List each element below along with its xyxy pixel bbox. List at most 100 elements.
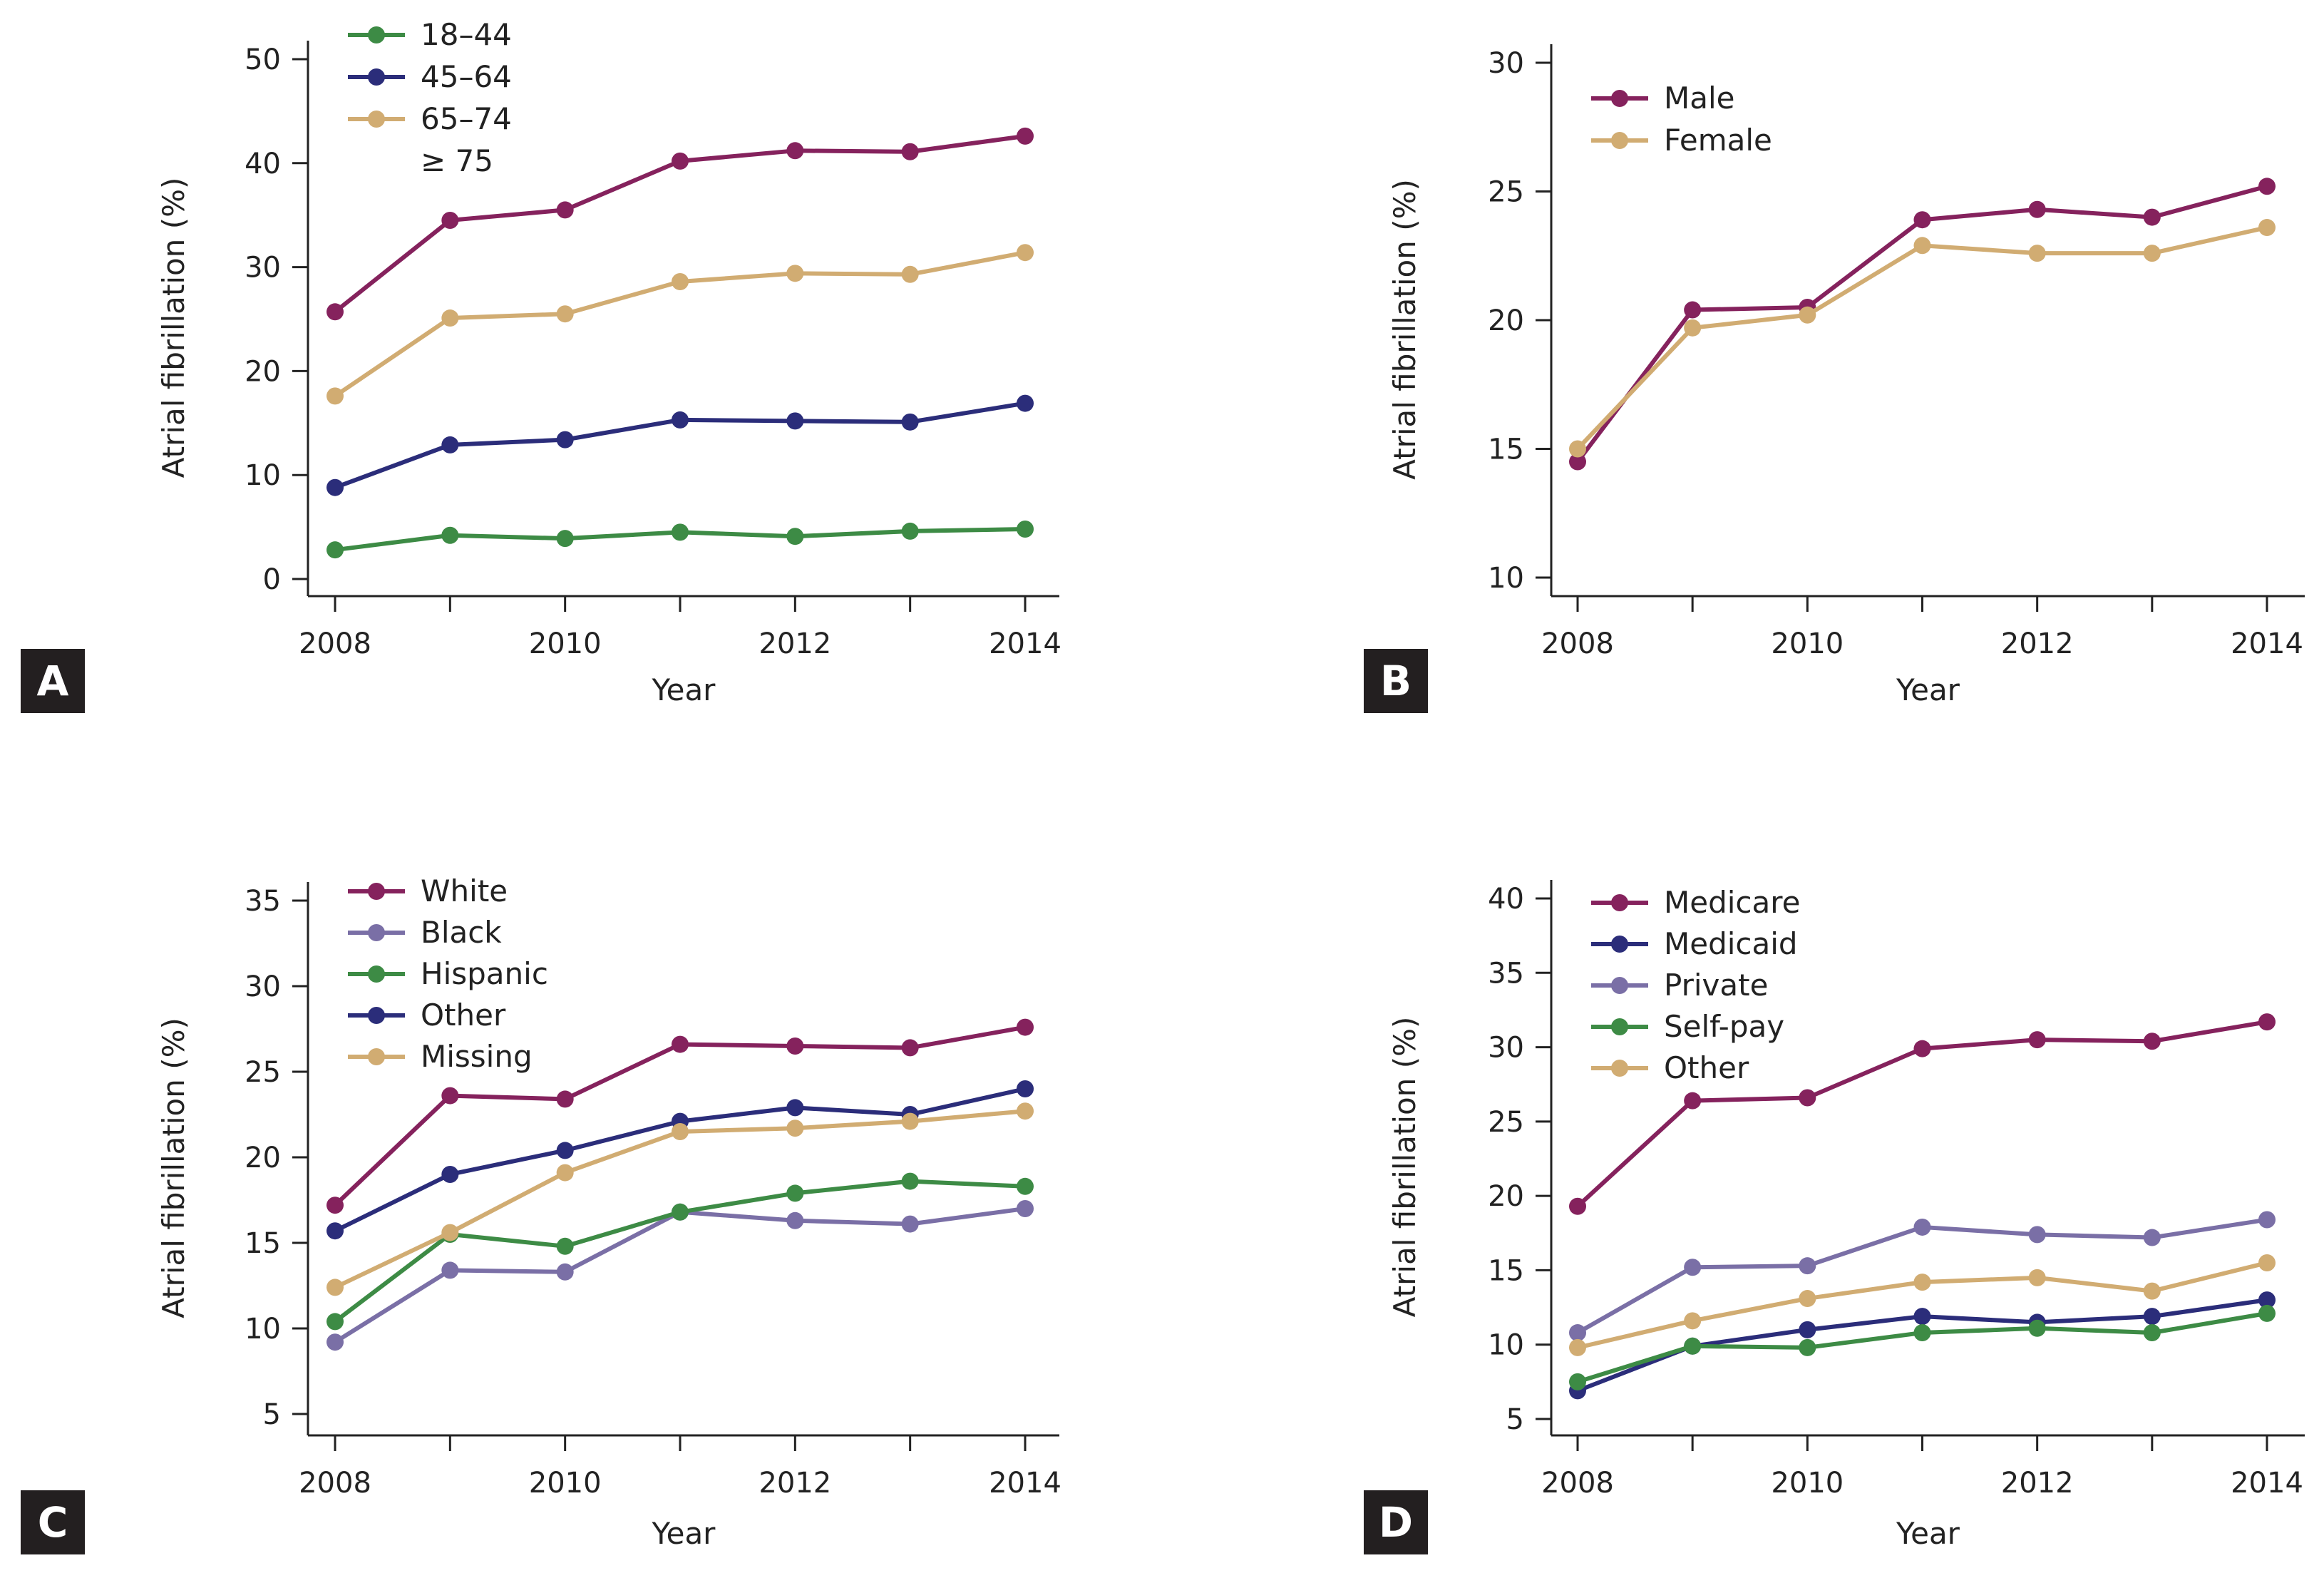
panel-c-legend-white-label: White — [421, 873, 508, 908]
panel-c-x-tick-label: 2008 — [299, 1467, 371, 1500]
panel-b-legend-female-marker — [1611, 132, 1628, 149]
panel-d-series-medicare-point — [1684, 1092, 1702, 1110]
panel-d-x-tick-label: 2014 — [2231, 1467, 2303, 1500]
panel-a-series-18-44-point — [672, 523, 689, 541]
panel-d-legend-medicare-marker — [1611, 894, 1628, 911]
panel-a-series-18-44-point — [441, 526, 459, 544]
panel-a-series-65-74-point — [786, 265, 804, 282]
panel-d-series-other-point — [2258, 1254, 2276, 1271]
panel-d-series-other-point — [1913, 1274, 1931, 1291]
panel-c-y-tick-label: 35 — [245, 885, 281, 918]
panel-a-series-45-64-point — [786, 412, 804, 430]
panel-c-x-axis-title: Year — [652, 1516, 716, 1551]
panel-c-legend-other-marker — [368, 1007, 385, 1024]
panel-a-x-tick-label: 2010 — [529, 627, 602, 660]
panel-d-series-other-point — [2143, 1282, 2161, 1300]
panel-a-y-tick-label: 20 — [245, 355, 281, 388]
panel-d-series-medicare-point — [1799, 1089, 1816, 1107]
panel-b-y-tick-label: 15 — [1488, 434, 1524, 466]
panel-c-y-tick-label: 25 — [245, 1056, 281, 1089]
panel-d-y-tick-label: 20 — [1488, 1180, 1524, 1213]
panel-a-series-65-74-point — [327, 387, 344, 405]
panel-a-series-45-64-point — [441, 436, 459, 454]
panel-c-legend-hispanic-label: Hispanic — [421, 956, 548, 991]
panel-d-series-medicare-point — [1569, 1197, 1586, 1215]
panel-a-series-18-44-point — [556, 530, 574, 548]
panel-b-series-female-line — [1575, 225, 2268, 451]
panel-a-series-45-64-point — [327, 478, 344, 496]
panel-c-series-black-point — [1017, 1200, 1034, 1217]
panel-b-y-tick-label: 10 — [1488, 562, 1524, 595]
panel-label-b: B — [1364, 649, 1428, 713]
panel-b-x-tick-label: 2008 — [1541, 627, 1614, 660]
panel-d-series-private-point — [2258, 1211, 2276, 1229]
panel-c-series-other-point — [786, 1099, 804, 1117]
panel-c-y-tick-label: 15 — [245, 1227, 281, 1260]
panel-a-series-18-44-point — [327, 541, 344, 559]
panel-d-series-medicaid-point — [1799, 1321, 1816, 1338]
panel-c-x-tick-label: 2010 — [529, 1467, 602, 1500]
panel-d-series-self-pay-point — [1799, 1338, 1816, 1356]
panel-a-legend-45-64-marker — [368, 68, 385, 86]
panel-a-legend-45-64-label: 45–64 — [421, 59, 512, 94]
panel-b-x-tick-label: 2012 — [2001, 627, 2074, 660]
panel-a-series-75-point — [901, 143, 919, 160]
panel-c-series-hispanic-line — [334, 1179, 1026, 1323]
panel-label-d: D — [1364, 1490, 1428, 1554]
panel-d-series-medicare-point — [2258, 1013, 2276, 1031]
panel-c-y-tick-label: 30 — [245, 970, 281, 1003]
panel-a-series-75-point — [556, 201, 574, 219]
panel-d-legend-self-pay-label: Self-pay — [1664, 1009, 1784, 1044]
panel-c-series-missing-point — [556, 1164, 574, 1182]
panel-d-legend-other-marker — [1611, 1060, 1628, 1077]
panel-d-series-private-point — [2143, 1229, 2161, 1246]
panel-d-series-medicare-point — [2143, 1033, 2161, 1050]
panel-d-x-tick-label: 2012 — [2001, 1467, 2074, 1500]
panel-d-y-tick-label: 15 — [1488, 1254, 1524, 1287]
panel-c-series-missing-point — [441, 1224, 459, 1241]
panel-c-series-hispanic-point — [672, 1203, 689, 1221]
panel-b-legend-male-marker — [1611, 90, 1628, 107]
panel-a-series-75-point — [327, 303, 344, 321]
panel-c-legend-black-label: Black — [421, 915, 502, 950]
panel-c-legend-missing-label: Missing — [421, 1039, 533, 1074]
panel-a-x-tick-label: 2014 — [989, 627, 1061, 660]
panel-d-y-tick-label: 40 — [1488, 883, 1524, 916]
panel-b-x-tick-label: 2010 — [1771, 627, 1844, 660]
panel-d-y-axis-title: Atrial fibrillation (%) — [1387, 1017, 1422, 1318]
panel-c-series-other-point — [441, 1166, 459, 1183]
panel-c-series-missing-point — [901, 1112, 919, 1130]
panel-d-series-self-pay-point — [2258, 1304, 2276, 1322]
panel-a-y-tick-label: 10 — [245, 459, 281, 492]
panel-a-series-65-74-point — [901, 265, 919, 283]
panel-b-series-female-point — [1913, 237, 1931, 255]
panel-b-series-male-point — [1684, 301, 1702, 319]
panel-label-a: A — [21, 649, 85, 713]
panel-a-series-45-64-point — [1017, 394, 1034, 412]
panel-b-series-male-point — [1569, 453, 1586, 471]
panel-c-x-tick-label: 2014 — [989, 1467, 1061, 1500]
panel-d-series-private-point — [1913, 1218, 1931, 1236]
panel-c-y-tick-label: 10 — [245, 1313, 281, 1346]
panel-b-series-female-point — [2143, 245, 2161, 262]
panel-c-series-black-point — [327, 1333, 344, 1351]
panel-c-y-tick-label: 20 — [245, 1142, 281, 1174]
panel-c-series-white-point — [327, 1197, 344, 1214]
panel-c-series-white-point — [786, 1038, 804, 1055]
panel-c-x-tick-label: 2012 — [759, 1467, 831, 1500]
panel-a-series-18-44-point — [901, 522, 919, 540]
panel-c-series-white-point — [672, 1035, 689, 1053]
panel-c-series-missing-point — [786, 1120, 804, 1137]
panel-b-series-female-point — [1684, 319, 1702, 337]
panel-a-y-tick-label: 0 — [263, 563, 281, 596]
panel-a-x-axis-title: Year — [652, 672, 716, 707]
panel-d-series-self-pay-point — [2028, 1319, 2046, 1337]
panel-d-legend-other-label: Other — [1664, 1050, 1749, 1085]
panel-d-x-tick-label: 2010 — [1771, 1467, 1844, 1500]
panel-c-series-missing-point — [1017, 1102, 1034, 1120]
panel-c-series-other-point — [1017, 1080, 1034, 1097]
panel-d-legend-self-pay-marker — [1611, 1018, 1628, 1035]
panel-b-x-tick-label: 2014 — [2231, 627, 2303, 660]
panel-a-y-tick-label: 30 — [245, 252, 281, 285]
